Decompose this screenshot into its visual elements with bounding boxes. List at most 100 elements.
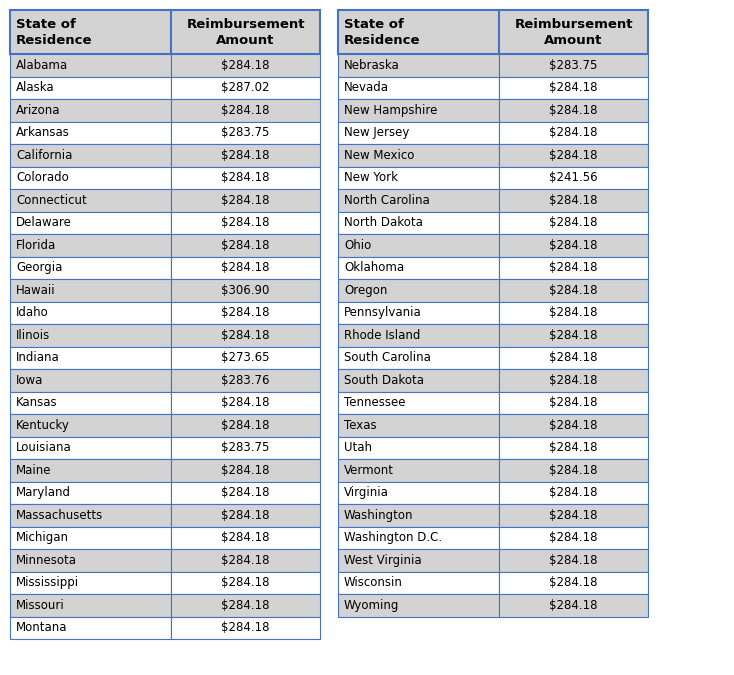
Text: Montana: Montana (16, 621, 68, 634)
Bar (171, 279, 320, 302)
Text: $306.90: $306.90 (222, 284, 270, 297)
Bar (10, 99, 171, 122)
Text: $287.02: $287.02 (222, 81, 270, 95)
Bar (338, 324, 499, 346)
Bar (338, 54, 499, 76)
Bar (10, 369, 171, 391)
Text: Tennessee: Tennessee (344, 396, 405, 409)
Bar (10, 459, 171, 481)
Bar (10, 256, 171, 279)
Bar (338, 279, 499, 302)
Bar (10, 167, 171, 189)
Bar (10, 549, 171, 572)
Bar (499, 504, 648, 526)
Text: $284.18: $284.18 (222, 148, 270, 162)
Bar (10, 572, 171, 594)
Text: Utah: Utah (344, 441, 372, 454)
Bar (10, 392, 171, 414)
Text: $284.18: $284.18 (549, 306, 598, 319)
Bar (338, 526, 499, 549)
Bar (10, 211, 171, 234)
Bar (171, 437, 320, 459)
Bar (499, 369, 648, 391)
Text: Ilinois: Ilinois (16, 329, 50, 342)
Text: Indiana: Indiana (16, 351, 59, 364)
Text: $284.18: $284.18 (549, 418, 598, 432)
Text: Reimbursement
Amount: Reimbursement Amount (186, 18, 305, 47)
Text: $284.18: $284.18 (222, 621, 270, 634)
Bar (171, 54, 320, 76)
Text: $284.18: $284.18 (222, 418, 270, 432)
Text: $284.18: $284.18 (222, 59, 270, 72)
Text: South Carolina: South Carolina (344, 351, 431, 364)
Text: Reimbursement
Amount: Reimbursement Amount (515, 18, 633, 47)
Text: Georgia: Georgia (16, 261, 62, 274)
Bar (499, 122, 648, 144)
Bar (499, 189, 648, 211)
Bar (499, 572, 648, 594)
Text: Florida: Florida (16, 239, 57, 252)
Text: $284.18: $284.18 (549, 81, 598, 95)
Bar (10, 302, 171, 324)
Bar (171, 189, 320, 211)
Text: $284.18: $284.18 (549, 554, 598, 567)
Text: Connecticut: Connecticut (16, 194, 87, 207)
Bar (338, 459, 499, 481)
Bar (499, 279, 648, 302)
Text: New Jersey: New Jersey (344, 126, 410, 139)
Text: $284.18: $284.18 (549, 351, 598, 364)
Text: Hawaii: Hawaii (16, 284, 56, 297)
Bar (338, 99, 499, 122)
Text: Missouri: Missouri (16, 599, 65, 612)
Bar (10, 414, 171, 437)
Bar (171, 481, 320, 504)
Text: Virginia: Virginia (344, 486, 389, 500)
Text: Iowa: Iowa (16, 374, 43, 387)
Text: $284.18: $284.18 (222, 239, 270, 252)
Bar (10, 189, 171, 211)
Text: Maine: Maine (16, 464, 51, 477)
Bar (10, 10, 171, 54)
Text: Kentucky: Kentucky (16, 418, 70, 432)
Bar (10, 594, 171, 616)
Text: $284.18: $284.18 (549, 374, 598, 387)
Text: North Dakota: North Dakota (344, 216, 423, 230)
Bar (171, 392, 320, 414)
Text: Oklahoma: Oklahoma (344, 261, 404, 274)
Text: Alaska: Alaska (16, 81, 54, 95)
Text: New Hampshire: New Hampshire (344, 104, 437, 117)
Bar (338, 234, 499, 256)
Text: $284.18: $284.18 (222, 171, 270, 184)
Bar (499, 54, 648, 76)
Text: Massachusetts: Massachusetts (16, 509, 103, 522)
Bar (338, 594, 499, 616)
Bar (171, 76, 320, 99)
Text: $284.18: $284.18 (549, 486, 598, 500)
Text: $284.18: $284.18 (222, 396, 270, 409)
Bar (171, 302, 320, 324)
Bar (10, 54, 171, 76)
Bar (10, 616, 171, 639)
Text: Nebraska: Nebraska (344, 59, 400, 72)
Text: Arizona: Arizona (16, 104, 60, 117)
Bar (499, 144, 648, 167)
Bar (499, 99, 648, 122)
Text: West Virginia: West Virginia (344, 554, 421, 567)
Text: $284.18: $284.18 (549, 239, 598, 252)
Text: $284.18: $284.18 (222, 306, 270, 319)
Text: $284.18: $284.18 (549, 509, 598, 522)
Text: South Dakota: South Dakota (344, 374, 424, 387)
Text: New Mexico: New Mexico (344, 148, 415, 162)
Text: $283.75: $283.75 (550, 59, 597, 72)
Text: $284.18: $284.18 (549, 576, 598, 589)
Text: $284.18: $284.18 (549, 441, 598, 454)
Text: $284.18: $284.18 (549, 216, 598, 230)
Text: $273.65: $273.65 (222, 351, 270, 364)
Bar (10, 526, 171, 549)
Text: $284.18: $284.18 (222, 599, 270, 612)
Bar (10, 76, 171, 99)
Bar (171, 549, 320, 572)
Text: Ohio: Ohio (344, 239, 371, 252)
Bar (171, 324, 320, 346)
Bar (499, 302, 648, 324)
